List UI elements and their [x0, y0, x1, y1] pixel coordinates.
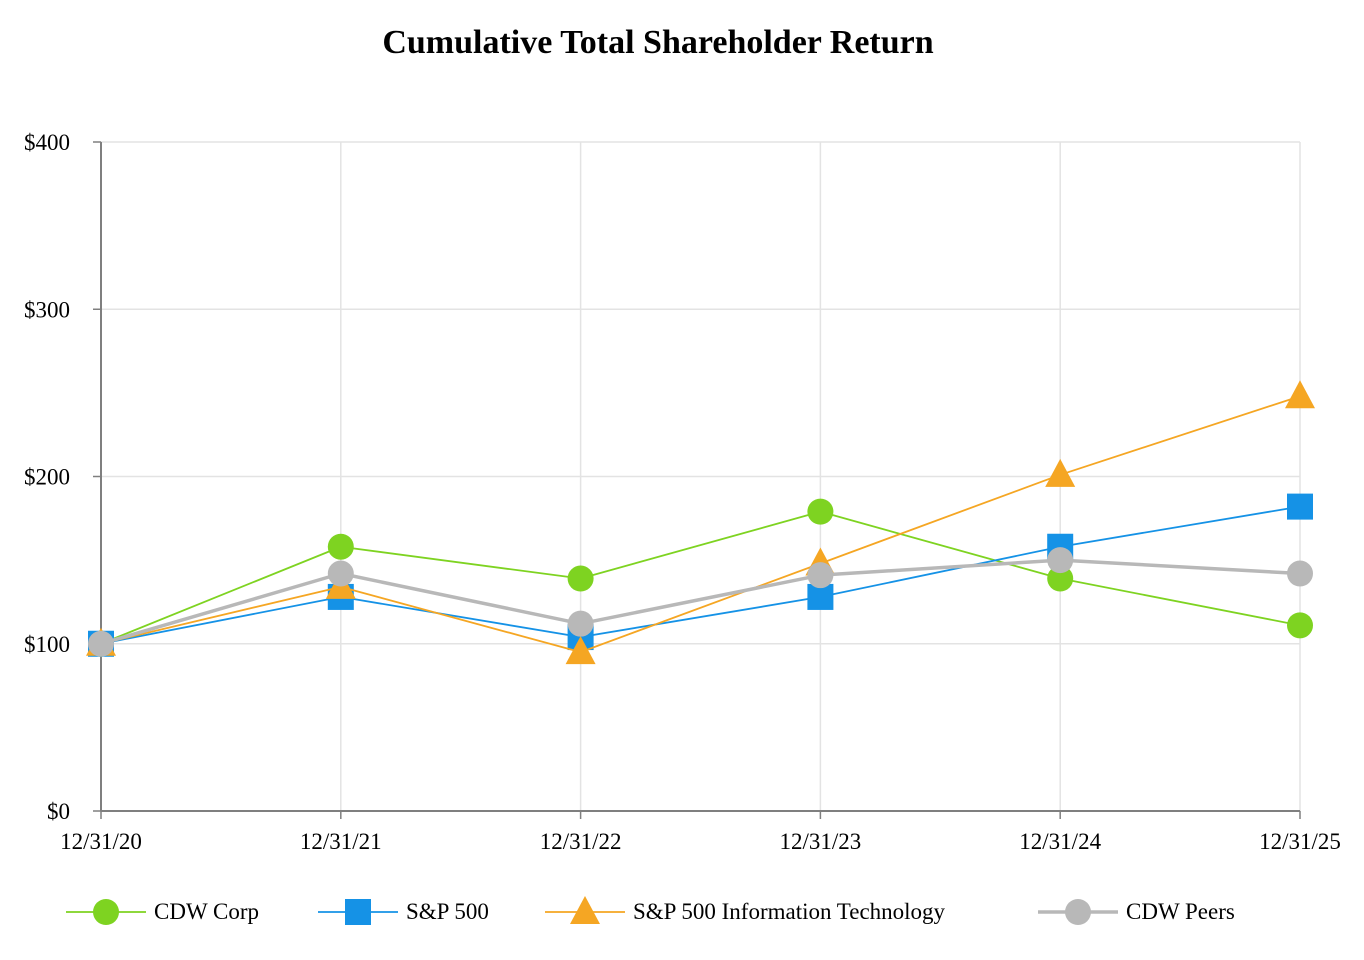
data-point-sandp-500: [807, 583, 834, 610]
series-line-cdw-peers: [100, 558, 1301, 646]
data-point-cdw-peers: [807, 562, 834, 589]
x-tick-label: 12/31/25: [1259, 829, 1341, 854]
data-point-cdw-peers: [88, 630, 114, 657]
data-point-sandp-500-information-technology: [1285, 380, 1315, 409]
series-sandp-500-information-technology: [86, 380, 1315, 665]
data-point-cdw-corp: [1287, 612, 1313, 639]
x-tick-label: 12/31/22: [540, 829, 622, 854]
x-tick-label: 12/31/21: [300, 829, 382, 854]
data-point-sandp-500-information-technology: [565, 636, 596, 665]
data-point-sandp-500: [1287, 493, 1313, 520]
legend-marker: [570, 896, 600, 924]
legend-item-cdw-peers: CDW Peers: [1038, 899, 1235, 925]
legend-label: S&P 500: [406, 899, 489, 924]
y-tick-label: $0: [47, 799, 70, 824]
legend-marker: [1065, 899, 1091, 925]
series-line-sandp-500-information-technology: [100, 395, 1301, 654]
data-point-cdw-peers: [1287, 560, 1313, 587]
legend-item-cdw-corp: CDW Corp: [66, 899, 259, 925]
legend-label: CDW Corp: [154, 899, 259, 924]
legend-marker: [345, 899, 371, 925]
data-point-cdw-peers: [1047, 547, 1074, 574]
data-point-cdw-peers: [327, 560, 354, 587]
axes: $0 $100 $200 $300 $400 12/31/20 12/31/21 12/31/…: [24, 130, 1341, 854]
legend-item-sandp-500: S&P 500: [318, 899, 489, 925]
data-point-cdw-corp: [327, 533, 354, 560]
series-cdw-corp: [88, 498, 1313, 657]
data-point-cdw-peers: [567, 610, 594, 637]
data-point-cdw-corp: [567, 565, 594, 592]
legend-label: CDW Peers: [1126, 899, 1235, 924]
data-point-cdw-corp: [1047, 565, 1074, 592]
gridlines: [101, 141, 1301, 811]
data-point-cdw-corp: [807, 498, 834, 525]
x-tick-label: 12/31/23: [780, 829, 862, 854]
legend-item-sandp-500-information-technology: S&P 500 Information Technology: [545, 896, 946, 924]
series-cdw-peers: [88, 547, 1313, 657]
x-tick-label: 12/31/24: [1019, 829, 1101, 854]
data-point-sandp-500-information-technology: [1045, 458, 1076, 487]
series-line-sandp-500: [100, 505, 1301, 645]
legend: CDW Corp S&P 500 S&P 500 Information Techn…: [66, 896, 1235, 925]
y-tick-label: $400: [24, 130, 70, 155]
y-tick-label: $100: [24, 632, 70, 657]
x-tick-label: 12/31/20: [60, 829, 142, 854]
y-tick-label: $300: [24, 297, 70, 322]
legend-marker: [93, 899, 119, 925]
series-lines: [86, 380, 1315, 665]
y-tick-label: $200: [24, 465, 70, 490]
legend-label: S&P 500 Information Technology: [633, 899, 946, 924]
chart-title: Cumulative Total Shareholder Return: [382, 24, 933, 61]
series-line-cdw-corp: [100, 510, 1301, 645]
